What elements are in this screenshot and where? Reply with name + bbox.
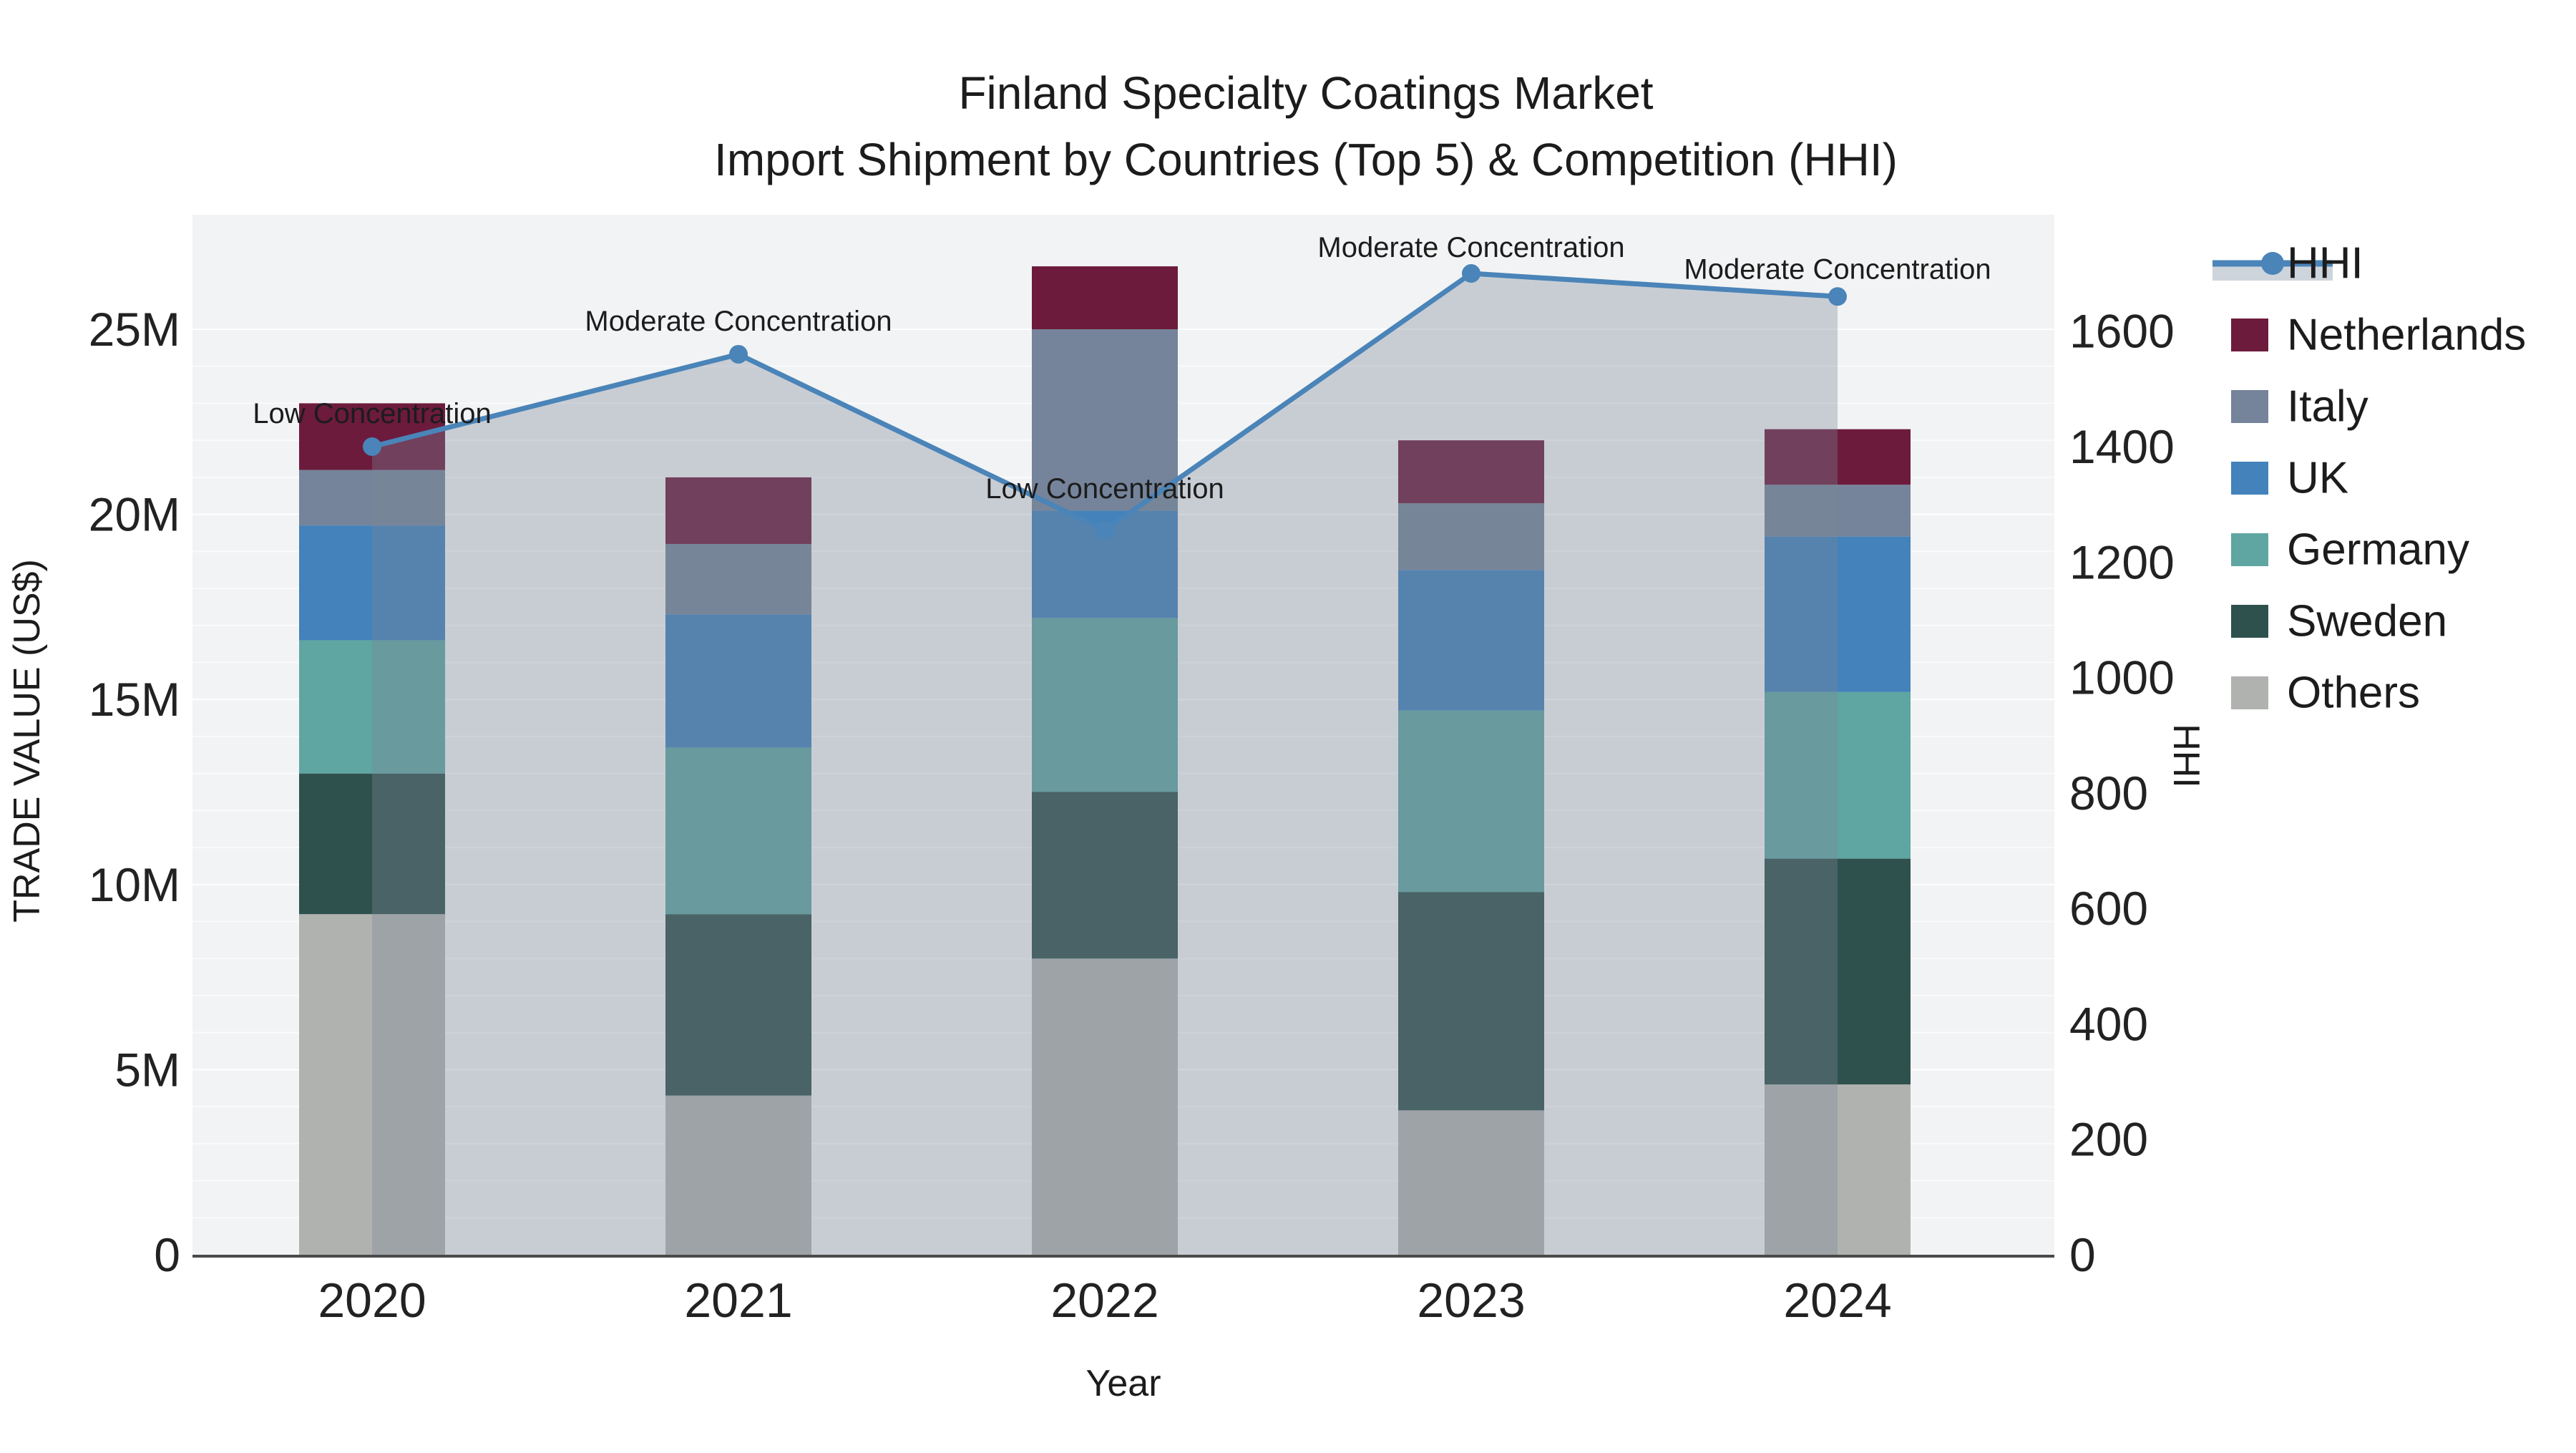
x-tick-2024: 2024 (1783, 1273, 1891, 1328)
y-tick-20M: 20M (89, 488, 180, 541)
x-axis-title: Year (1085, 1363, 1161, 1404)
chart-subtitle: Import Shipment by Countries (Top 5) & C… (714, 134, 1898, 185)
bar-segment-others-2023[interactable] (1398, 1110, 1544, 1255)
y2-tick-800: 800 (2069, 767, 2148, 820)
y-tick-15M: 15M (89, 673, 180, 726)
bar-segment-italy-2022[interactable] (1032, 329, 1178, 511)
hhi-marker-2022[interactable] (1096, 520, 1114, 540)
bar-segment-netherlands-2022[interactable] (1032, 266, 1178, 329)
y2-tick-1000: 1000 (2069, 651, 2175, 704)
bar-segment-germany-2021[interactable] (665, 747, 811, 915)
x-tick-2021: 2021 (684, 1273, 792, 1328)
x-tick-2022: 2022 (1050, 1273, 1158, 1328)
legend-item-others[interactable]: Others (2231, 669, 2420, 718)
legend-label-uk: UK (2287, 454, 2348, 503)
hhi-marker-2020[interactable] (363, 437, 381, 456)
bar-segment-others-2020[interactable] (299, 914, 445, 1255)
bar-segment-germany-2023[interactable] (1398, 710, 1544, 893)
legend-hhi-marker-icon (2261, 252, 2284, 275)
y-tick-25M: 25M (89, 303, 180, 356)
hhi-marker-2021[interactable] (729, 344, 748, 364)
bar-segment-sweden-2023[interactable] (1398, 892, 1544, 1111)
bar-segment-germany-2020[interactable] (299, 640, 445, 774)
bar-segment-netherlands-2023[interactable] (1398, 440, 1544, 504)
legend-label-sweden: Sweden (2287, 597, 2447, 646)
bar-segment-sweden-2021[interactable] (665, 914, 811, 1096)
bar-segment-netherlands-2021[interactable] (665, 477, 811, 544)
x-tick-2020: 2020 (318, 1273, 426, 1328)
bar-segment-italy-2020[interactable] (299, 470, 445, 526)
legend-item-germany[interactable]: Germany (2231, 525, 2469, 575)
annotation-2021: Moderate Concentration (585, 306, 892, 337)
plot-area: Low Concentration Moderate Concentration L… (89, 215, 2175, 1328)
y-axis-title: TRADE VALUE (US$) (6, 559, 48, 923)
legend-label-netherlands: Netherlands (2287, 311, 2526, 360)
y2-axis-title: HHI (2165, 724, 2207, 788)
bar-segment-germany-2024[interactable] (1765, 691, 1911, 859)
legend-item-italy[interactable]: Italy (2231, 382, 2368, 432)
y2-tick-1400: 1400 (2069, 420, 2175, 473)
legend-swatch-italy (2231, 390, 2268, 423)
x-tick-2023: 2023 (1417, 1273, 1525, 1328)
bar-segment-uk-2020[interactable] (299, 525, 445, 641)
y2-tick-200: 200 (2069, 1113, 2148, 1166)
annotation-2020: Low Concentration (253, 398, 492, 429)
hhi-area-fill (372, 273, 1838, 1255)
bar-segment-others-2022[interactable] (1032, 958, 1178, 1255)
y2-tick-1600: 1600 (2069, 305, 2175, 358)
y-tick-5M: 5M (114, 1043, 180, 1096)
legend-item-sweden[interactable]: Sweden (2231, 597, 2447, 646)
legend-swatch-others (2231, 676, 2268, 709)
annotation-2024: Moderate Concentration (1684, 253, 1991, 285)
legend-swatch-uk (2231, 462, 2268, 495)
hhi-marker-2023[interactable] (1462, 264, 1480, 283)
bar-segment-uk-2024[interactable] (1765, 536, 1911, 692)
legend-item-netherlands[interactable]: Netherlands (2231, 311, 2526, 360)
bar-segment-uk-2021[interactable] (665, 614, 811, 748)
bar-segment-netherlands-2024[interactable] (1765, 429, 1911, 485)
bar-segment-germany-2022[interactable] (1032, 618, 1178, 792)
annotation-2023: Moderate Concentration (1317, 232, 1624, 263)
legend-label-hhi: HHI (2287, 239, 2363, 288)
legend-item-hhi[interactable]: HHI (2212, 239, 2363, 288)
bar-segment-sweden-2024[interactable] (1765, 858, 1911, 1085)
bar-segment-others-2021[interactable] (665, 1095, 811, 1255)
annotation-2022: Low Concentration (985, 473, 1224, 505)
legend-swatch-sweden (2231, 605, 2268, 638)
legend-label-others: Others (2287, 669, 2420, 718)
bar-segment-sweden-2022[interactable] (1032, 792, 1178, 959)
legend-label-germany: Germany (2287, 525, 2469, 575)
legend: HHI Netherlands Italy UK Germany Sweden Others (2212, 239, 2526, 718)
legend-label-italy: Italy (2287, 382, 2368, 432)
legend-swatch-netherlands (2231, 319, 2268, 351)
y2-tick-0: 0 (2069, 1228, 2096, 1281)
bar-segment-others-2024[interactable] (1765, 1084, 1911, 1255)
y2-tick-600: 600 (2069, 882, 2148, 935)
y-tick-10M: 10M (89, 858, 180, 911)
y-tick-0: 0 (154, 1228, 180, 1281)
bar-segment-italy-2024[interactable] (1765, 485, 1911, 537)
bar-segment-uk-2023[interactable] (1398, 570, 1544, 711)
bar-segment-italy-2021[interactable] (665, 543, 811, 615)
y2-tick-1200: 1200 (2069, 535, 2175, 588)
hhi-marker-2024[interactable] (1828, 287, 1847, 306)
legend-swatch-germany (2231, 533, 2268, 566)
bar-segment-sweden-2020[interactable] (299, 773, 445, 915)
chart-title: Finland Specialty Coatings Market (958, 67, 1653, 119)
bar-segment-italy-2023[interactable] (1398, 503, 1544, 570)
legend-item-uk[interactable]: UK (2231, 454, 2348, 503)
y2-tick-400: 400 (2069, 997, 2148, 1050)
